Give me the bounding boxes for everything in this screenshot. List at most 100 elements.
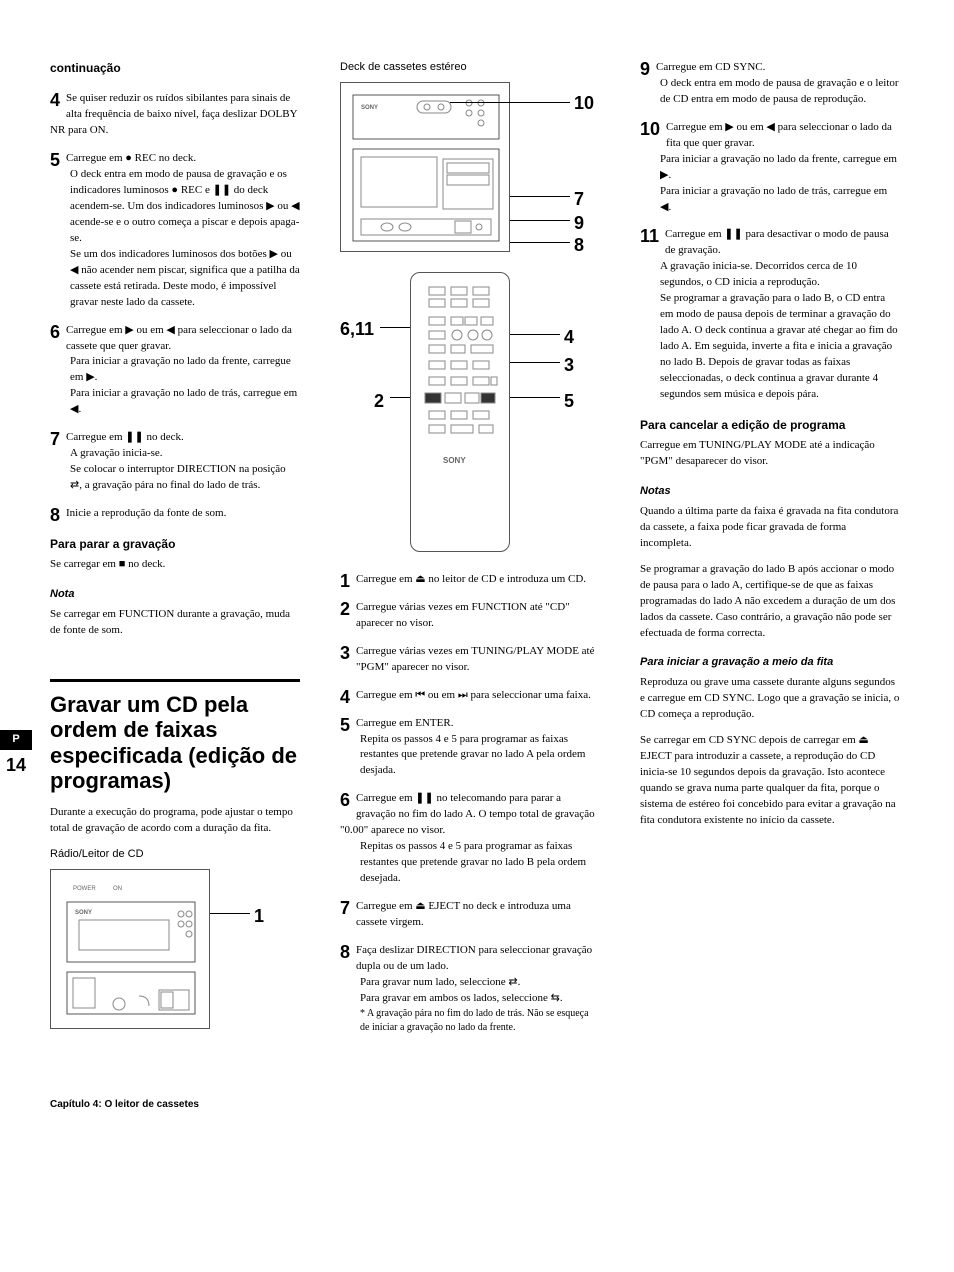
step-text: Carregue em ⏏ EJECT no deck e introduza … (356, 900, 571, 928)
step-number: 5 (50, 151, 60, 169)
nota-body: Se carregar em FUNCTION durante a gravaç… (50, 607, 300, 639)
figure-label-radio: Rádio/Leitor de CD (50, 847, 300, 863)
step-9: 9 Carregue em CD SYNC. O deck entra em m… (640, 60, 900, 108)
step-number: 7 (50, 430, 60, 448)
step-text: Repitas os passos 4 e 5 para programar a… (360, 839, 600, 887)
step-8b: 8 Faça deslizar DIRECTION para seleccion… (340, 943, 600, 1036)
page-tab-letter: P (0, 730, 32, 750)
callout-6-11: 6,11 (340, 316, 374, 342)
step-text: Inicie a reprodução da fonte de som. (66, 507, 226, 519)
step-8: 8 Inicie a reprodução da fonte de som. (50, 506, 300, 522)
step-text: Para iniciar a gravação no lado da frent… (70, 354, 300, 386)
step-number: 4 (340, 688, 350, 706)
step-5: 5 Carregue em ● REC no deck. O deck entr… (50, 151, 300, 310)
step-footnote: * A gravação pára no fim do lado de trás… (360, 1007, 600, 1036)
callout-2: 2 (374, 388, 384, 414)
stop-heading: Para parar a gravação (50, 536, 300, 553)
power-label: POWER (73, 886, 96, 892)
step-6: 6 Carregue em ▶ ou em ◀ para seleccionar… (50, 323, 300, 419)
step-number: 9 (640, 60, 650, 78)
section-title: Gravar um CD pela ordem de faixas especi… (50, 679, 300, 793)
sony-label: SONY (361, 105, 378, 111)
figure-label-deck: Deck de cassetes estéreo (340, 60, 600, 76)
step-number: 6 (340, 791, 350, 809)
step-number: 8 (50, 506, 60, 524)
step-text: Carregue em ❚❚ para desactivar o modo de… (665, 228, 889, 256)
step-text: Carregue em ● REC no deck. (66, 152, 196, 164)
step-number: 6 (50, 323, 60, 341)
on-label: ON (113, 886, 122, 892)
step-number: 1 (340, 572, 350, 590)
step-text: Para iniciar a gravação no lado da frent… (660, 152, 900, 184)
step-text: Carregue várias vezes em FUNCTION até "C… (356, 601, 570, 629)
callout-4: 4 (564, 324, 574, 350)
mid-tape-heading: Para iniciar a gravação a meio da fita (640, 655, 900, 671)
step-text: A gravação inicia-se. (70, 446, 300, 462)
step-7b: 7 Carregue em ⏏ EJECT no deck e introduz… (340, 899, 600, 931)
step-text: Carregue várias vezes em TUNING/PLAY MOD… (356, 645, 594, 673)
step-text: Se programar a gravação para o lado B, o… (660, 291, 900, 403)
page-tab: P 14 (0, 730, 32, 778)
step-text: Carregue em CD SYNC. (656, 61, 765, 73)
step-text: Carregue em ENTER. (356, 717, 453, 729)
callout-10: 10 (574, 90, 594, 116)
callout-8: 8 (574, 232, 584, 258)
chapter-footer: Capítulo 4: O leitor de cassetes (50, 1098, 904, 1113)
sony-label: SONY (443, 456, 466, 465)
step-number: 11 (640, 227, 659, 245)
step-4: 4 Se quiser reduzir os ruídos sibilantes… (50, 91, 300, 139)
step-number: 3 (340, 644, 350, 662)
mid-tape-body-2: Se carregar em CD SYNC depois de carrega… (640, 733, 900, 829)
stop-body: Se carregar em ■ no deck. (50, 557, 300, 573)
section-intro: Durante a execução do programa, pode aju… (50, 805, 300, 837)
middle-column: Deck de cassetes estéreo SONY (340, 60, 600, 1048)
right-column: 9 Carregue em CD SYNC. O deck entra em m… (640, 60, 900, 1048)
page-tab-number: 14 (0, 750, 32, 778)
continuation-header: continuação (50, 60, 300, 77)
notas-body-2: Se programar a gravação do lado B após a… (640, 562, 900, 642)
notas-body-1: Quando a última parte da faixa é gravada… (640, 504, 900, 552)
step-6b: 6 Carregue em ❚❚ no telecomando para par… (340, 791, 600, 887)
step-text: Para iniciar a gravação no lado de trás,… (70, 386, 300, 418)
step-text: Repita os passos 4 e 5 para programar as… (360, 732, 600, 780)
cancel-heading: Para cancelar a edição de programa (640, 417, 900, 434)
step-4b: 4 Carregue em ⏮ ou em ⏭ para seleccionar… (340, 688, 600, 704)
nota-heading: Nota (50, 587, 300, 603)
step-text: Carregue em ❚❚ no deck. (66, 431, 184, 443)
left-column: continuação 4 Se quiser reduzir os ruído… (50, 60, 300, 1048)
step-number: 8 (340, 943, 350, 961)
step-number: 2 (340, 600, 350, 618)
step-text: Para gravar num lado, seleccione ⇄. (360, 975, 600, 991)
step-text: O deck entra em modo de pausa de gravaçã… (70, 167, 300, 247)
figure-remote: SONY (410, 272, 510, 552)
step-1: 1 Carregue em ⏏ no leitor de CD e introd… (340, 572, 600, 588)
step-text: Para iniciar a gravação no lado de trás,… (660, 184, 900, 216)
callout-5: 5 (564, 388, 574, 414)
callout-1: 1 (254, 903, 264, 929)
step-text: Se um dos indicadores luminosos dos botõ… (70, 247, 300, 311)
step-number: 10 (640, 120, 660, 138)
notas-heading: Notas (640, 484, 900, 500)
figure-deck: SONY (340, 82, 510, 252)
figure-radio-cd: POWER ON SONY (50, 869, 210, 1029)
step-number: 7 (340, 899, 350, 917)
step-text: Se colocar o interruptor DIRECTION na po… (70, 462, 300, 494)
step-number: 4 (50, 91, 60, 109)
cancel-body: Carregue em TUNING/PLAY MODE até a indic… (640, 438, 900, 470)
step-text: Carregue em ❚❚ no telecomando para parar… (340, 792, 595, 836)
step-text: Carregue em ▶ ou em ◀ para seleccionar o… (66, 324, 292, 352)
step-number: 5 (340, 716, 350, 734)
step-text: Carregue em ⏏ no leitor de CD e introduz… (356, 573, 586, 585)
mid-tape-body-1: Reproduza ou grave uma cassete durante a… (640, 675, 900, 723)
step-3: 3 Carregue várias vezes em TUNING/PLAY M… (340, 644, 600, 676)
step-10: 10 Carregue em ▶ ou em ◀ para selecciona… (640, 120, 900, 216)
step-text: Carregue em ▶ ou em ◀ para seleccionar o… (666, 121, 892, 149)
step-text: Para gravar em ambos os lados, seleccion… (360, 991, 600, 1007)
callout-7: 7 (574, 186, 584, 212)
step-text: A gravação inicia-se. Decorridos cerca d… (660, 259, 900, 291)
step-11: 11 Carregue em ❚❚ para desactivar o modo… (640, 227, 900, 402)
step-7: 7 Carregue em ❚❚ no deck. A gravação ini… (50, 430, 300, 494)
callout-3: 3 (564, 352, 574, 378)
step-2: 2 Carregue várias vezes em FUNCTION até … (340, 600, 600, 632)
step-text: Faça deslizar DIRECTION para seleccionar… (356, 944, 592, 972)
